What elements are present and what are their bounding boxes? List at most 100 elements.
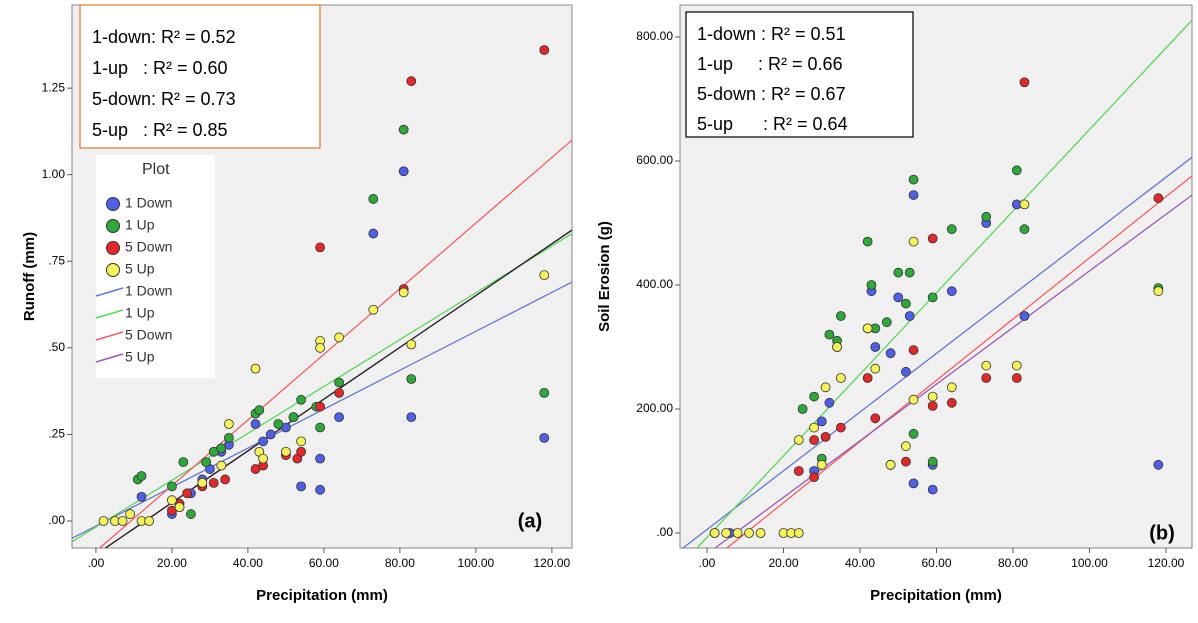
point	[824, 329, 835, 340]
legend-label: 5 Up	[125, 261, 155, 277]
y-tick-label: 600.00	[636, 153, 673, 167]
x-tick-label: 20.00	[157, 556, 187, 570]
fit-line	[726, 175, 1192, 548]
point	[197, 477, 208, 488]
point	[406, 412, 417, 422]
point	[265, 429, 276, 440]
point	[820, 431, 831, 442]
point	[927, 400, 938, 411]
legend-marker	[106, 263, 120, 277]
point	[258, 453, 269, 464]
point	[216, 443, 227, 454]
point	[927, 292, 938, 303]
point	[136, 491, 147, 502]
point	[1011, 360, 1022, 371]
point	[900, 298, 911, 309]
point	[281, 446, 291, 457]
y-tick-label: .50	[48, 340, 65, 354]
fit-line	[714, 194, 1192, 548]
point	[866, 280, 877, 290]
x-tick-label: 100.00	[1071, 556, 1108, 570]
point	[406, 339, 417, 350]
point	[927, 456, 938, 467]
point	[1011, 165, 1022, 176]
point	[809, 422, 820, 433]
point	[862, 373, 873, 383]
x-tick-label: 120.00	[534, 556, 571, 570]
point	[288, 412, 299, 422]
point	[885, 348, 896, 359]
point	[224, 432, 234, 443]
point	[816, 459, 827, 470]
point	[981, 211, 992, 222]
point	[709, 528, 720, 538]
point	[201, 457, 212, 468]
point	[182, 488, 193, 499]
point	[174, 502, 185, 513]
annotation: 5-down : R² = 0.67	[697, 84, 846, 104]
point	[1011, 373, 1022, 383]
fit-line	[682, 156, 1192, 548]
point	[908, 236, 919, 247]
point	[721, 528, 732, 538]
point	[224, 419, 234, 429]
legend-line	[95, 331, 124, 341]
point	[334, 412, 344, 422]
point	[946, 397, 957, 408]
point	[334, 387, 344, 398]
panel-label: (a)	[518, 510, 542, 532]
y-tick-label: 200.00	[636, 401, 673, 415]
point	[117, 516, 128, 526]
annotation: 1-down: R² = 0.52	[92, 27, 236, 47]
point	[406, 76, 417, 87]
point	[315, 453, 326, 464]
point	[824, 397, 835, 408]
point	[216, 460, 227, 471]
x-tick-label: 20.00	[768, 556, 798, 570]
point	[908, 478, 919, 489]
point	[908, 174, 919, 185]
point	[334, 377, 344, 388]
legend-marker	[106, 219, 120, 233]
panel-label: (b)	[1149, 522, 1175, 544]
point	[178, 457, 189, 468]
y-tick-label: .00	[656, 525, 673, 539]
legend-label: 5 Up	[125, 349, 155, 365]
point	[315, 242, 326, 253]
point	[809, 435, 820, 445]
legend-label: 5 Down	[125, 239, 172, 255]
y-tick-label: 400.00	[636, 277, 673, 291]
point	[539, 432, 550, 443]
point	[862, 236, 873, 247]
point	[406, 374, 417, 384]
legend-label: 1 Up	[125, 305, 155, 321]
point	[816, 416, 827, 427]
x-tick-label: 60.00	[921, 556, 951, 570]
legend-label: 1 Up	[125, 217, 155, 233]
x-tick-label: 80.00	[385, 556, 415, 570]
point	[144, 516, 155, 526]
annotation: 1-down : R² = 0.51	[697, 24, 846, 44]
point	[136, 471, 147, 481]
point	[832, 342, 842, 352]
y-tick-label: .75	[48, 253, 65, 267]
point	[1019, 224, 1030, 235]
point	[981, 360, 992, 371]
point	[900, 456, 911, 467]
point	[755, 528, 766, 538]
x-tick-label: 40.00	[845, 556, 875, 570]
point	[927, 233, 938, 244]
point	[254, 405, 265, 416]
point	[835, 373, 846, 383]
point	[820, 382, 831, 393]
point	[908, 190, 919, 200]
point	[946, 382, 957, 393]
point	[893, 267, 904, 278]
point	[296, 446, 307, 457]
point	[220, 474, 231, 485]
point	[186, 509, 196, 519]
point	[870, 413, 881, 424]
point	[315, 401, 326, 412]
point	[870, 363, 881, 374]
point	[539, 270, 550, 281]
